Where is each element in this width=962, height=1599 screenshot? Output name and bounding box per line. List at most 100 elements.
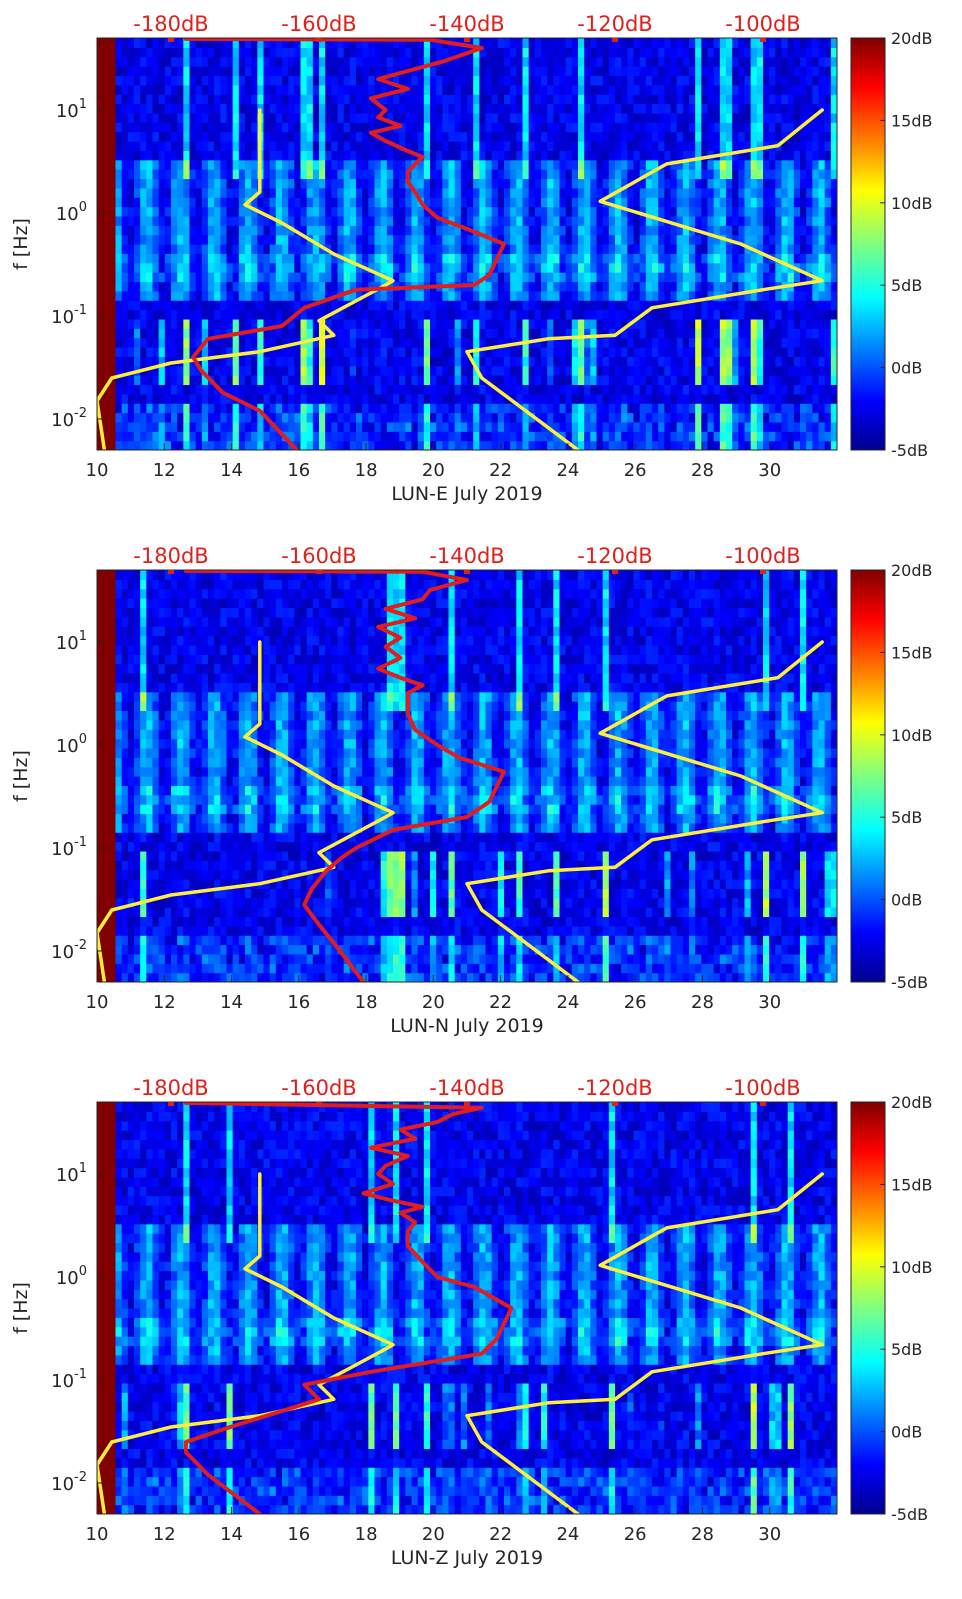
heatmap-cell [380,215,388,226]
heatmap-cell [140,412,147,423]
heatmap-cell [719,309,727,320]
heatmap-cell [534,375,542,386]
heatmap-cell [195,300,203,311]
heatmap-cell [127,131,135,142]
heatmap-cell [800,337,807,348]
heatmap-cell [596,318,604,329]
heatmap-cell [695,393,702,404]
heatmap-cell [430,328,437,339]
heatmap-cell [522,281,530,292]
heatmap-cell [504,169,511,180]
heatmap-cell [127,169,135,180]
heatmap-cell [800,66,807,77]
heatmap-cell [294,440,302,450]
heatmap-cell [103,403,110,414]
heatmap-cell [571,131,579,142]
heatmap-cell [405,384,413,395]
heatmap-cell [460,272,468,283]
heatmap-cell [806,375,813,386]
heatmap-cell [658,375,665,386]
heatmap-cell [787,234,795,245]
heatmap-cell [288,272,295,283]
heatmap-cell [269,197,277,208]
heatmap-cell [738,375,746,386]
heatmap-cell [343,347,351,357]
heatmap-cell [288,393,295,404]
heatmap-cell [528,215,536,226]
heatmap-cell [152,206,160,217]
heatmap-cell [411,103,419,114]
heatmap-cell [639,262,647,273]
heatmap-cell [485,94,493,105]
heatmap-cell [386,94,394,105]
heatmap-cell [744,403,752,414]
heatmap-cell [325,225,332,236]
heatmap-cell [251,253,258,264]
heatmap-cell [275,328,283,339]
heatmap-cell [565,272,573,283]
heatmap-cell [319,197,326,208]
heatmap-cell [639,318,647,329]
heatmap-cell [214,412,221,423]
heatmap-cell [436,66,443,77]
heatmap-cell [251,141,258,151]
heatmap-cell [571,393,579,404]
heatmap-cell [830,431,837,442]
heatmap-cell [806,215,813,226]
heatmap-cell [596,365,604,376]
heatmap-cell [177,178,184,189]
heatmap-cell [97,66,104,77]
heatmap-cell [565,421,573,432]
heatmap-cell [368,290,376,301]
heatmap-cell [510,393,517,404]
heatmap-cell [430,384,437,395]
heatmap-cell [189,272,197,283]
heatmap-cell [349,206,357,217]
heatmap-cell [830,206,837,217]
heatmap-cell [448,365,456,376]
heatmap-cell [386,356,394,367]
heatmap-cell [127,403,135,414]
heatmap-cell [430,187,437,198]
heatmap-cell [645,290,653,301]
heatmap-cell [356,440,363,450]
heatmap-cell [547,281,554,292]
heatmap-cell [423,356,431,367]
heatmap-cell [571,365,579,376]
heatmap-cell [756,393,764,404]
heatmap-cell [171,253,178,264]
heatmap-cell [393,403,400,414]
heatmap-cell [238,347,246,357]
heatmap-cell [368,281,376,292]
heatmap-cell [164,112,172,123]
heatmap-cell [269,375,277,386]
heatmap-cell [547,356,554,367]
heatmap-cell [744,169,752,180]
heatmap-cell [158,262,166,273]
heatmap-cell [756,309,764,320]
heatmap-cell [596,94,604,105]
heatmap-cell [177,403,184,414]
heatmap-cell [134,244,141,254]
heatmap-cell [331,356,339,367]
heatmap-cell [282,365,289,376]
heatmap-cell [800,159,807,170]
heatmap-cell [522,347,530,357]
heatmap-cell [608,206,616,217]
heatmap-cell [719,103,727,114]
heatmap-cell [719,159,727,170]
heatmap-cell [639,440,647,450]
heatmap-cell [417,412,425,423]
heatmap-cell [430,337,437,348]
heatmap-cell [830,365,837,376]
heatmap-cell [127,281,135,292]
heatmap-cell [436,244,443,254]
heatmap-cell [491,131,499,142]
heatmap-cell [528,66,536,77]
heatmap-cell [682,159,690,170]
heatmap-cell [362,244,369,254]
heatmap-cell [516,234,524,245]
heatmap-cell [738,206,746,217]
heatmap-cell [781,384,789,395]
heatmap-cell [121,300,129,311]
